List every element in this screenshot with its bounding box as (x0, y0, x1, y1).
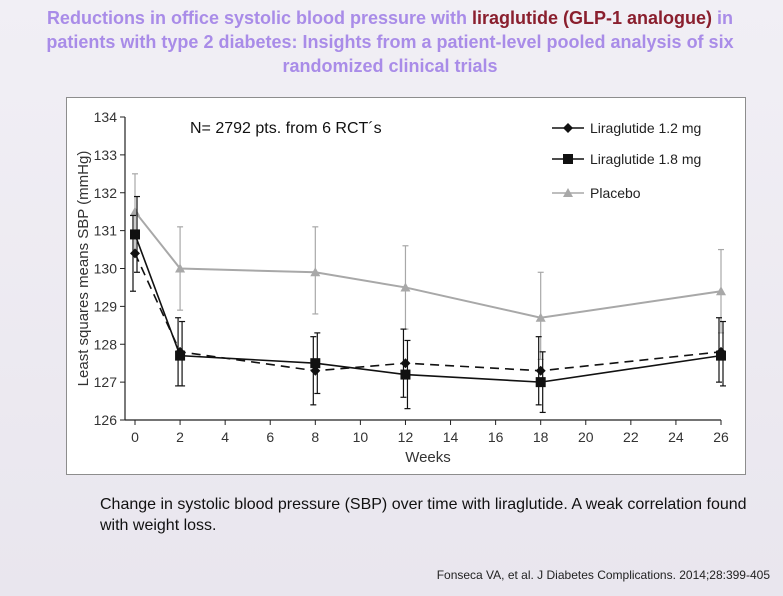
x-tick-label: 2 (176, 429, 184, 445)
legend-liraglutide-1-2-mg-marker (563, 123, 573, 133)
liraglutide-1-8-mg-point (535, 377, 546, 388)
placebo-point (535, 312, 546, 322)
liraglutide-1-2-mg-point (535, 365, 546, 376)
placebo-point (400, 282, 411, 292)
x-tick-label: 22 (623, 429, 639, 445)
liraglutide-1-2-mg-point (130, 248, 140, 259)
y-tick-label: 132 (94, 185, 118, 201)
y-axis-label: Least squares means SBP (mmHg) (75, 151, 92, 387)
reference-citation: Fonseca VA, et al. J Diabetes Complicati… (436, 568, 770, 582)
title-part-1: Reductions in office systolic blood pres… (46, 8, 473, 28)
x-tick-label: 4 (221, 429, 229, 445)
x-tick-label: 16 (488, 429, 504, 445)
liraglutide-1-8-mg-point (716, 350, 726, 361)
placebo-point (130, 206, 140, 216)
x-tick-label: 12 (398, 429, 414, 445)
x-tick-label: 8 (311, 429, 319, 445)
x-tick-label: 18 (533, 429, 549, 445)
x-tick-label: 20 (578, 429, 594, 445)
x-tick-label: 14 (443, 429, 459, 445)
placebo-line (134, 211, 722, 319)
chart-caption: Change in systolic blood pressure (SBP) … (100, 496, 747, 534)
y-tick-label: 126 (94, 412, 118, 428)
x-tick-label: 24 (668, 429, 684, 445)
placebo-point (716, 286, 726, 296)
legend-liraglutide-1-2-mg-label: Liraglutide 1.2 mg (590, 120, 701, 136)
slide-title: Reductions in office systolic blood pres… (40, 6, 740, 78)
y-tick-label: 129 (94, 298, 118, 314)
x-tick-label: 26 (713, 429, 729, 445)
y-tick-label: 127 (94, 374, 118, 390)
liraglutide-1-8-mg-point (310, 358, 321, 369)
placebo-point (310, 267, 321, 277)
y-tick-label: 133 (94, 147, 118, 163)
y-tick-label: 128 (94, 336, 118, 352)
legend-liraglutide-1-8-mg-marker (563, 154, 573, 164)
legend-placebo-label: Placebo (590, 185, 641, 201)
legend-liraglutide-1-8-mg-label: Liraglutide 1.8 mg (590, 151, 701, 167)
y-tick-label: 134 (94, 109, 118, 125)
x-tick-label: 6 (266, 429, 274, 445)
liraglutide-1-8-mg-line (134, 234, 722, 383)
x-axis-label: Weeks (405, 449, 451, 466)
liraglutide-1-8-mg-point (130, 229, 140, 240)
placebo-point (175, 263, 186, 273)
liraglutide-1-2-mg-point (400, 358, 411, 369)
sample-size-annotation: N= 2792 pts. from 6 RCT´s (190, 120, 382, 137)
title-part-2: in patients with type 2 diabetes: Insigh… (46, 8, 734, 76)
liraglutide-1-8-mg-point (175, 350, 186, 361)
liraglutide-1-2-mg-line (134, 253, 722, 372)
liraglutide-1-8-mg-point (400, 369, 411, 380)
title-highlight: liraglutide (GLP-1 analogue) (472, 8, 713, 28)
x-tick-label: 10 (353, 429, 369, 445)
x-tick-label: 0 (131, 429, 139, 445)
y-tick-label: 130 (94, 261, 118, 277)
legend-placebo-marker (563, 188, 573, 197)
y-tick-label: 131 (94, 223, 118, 239)
